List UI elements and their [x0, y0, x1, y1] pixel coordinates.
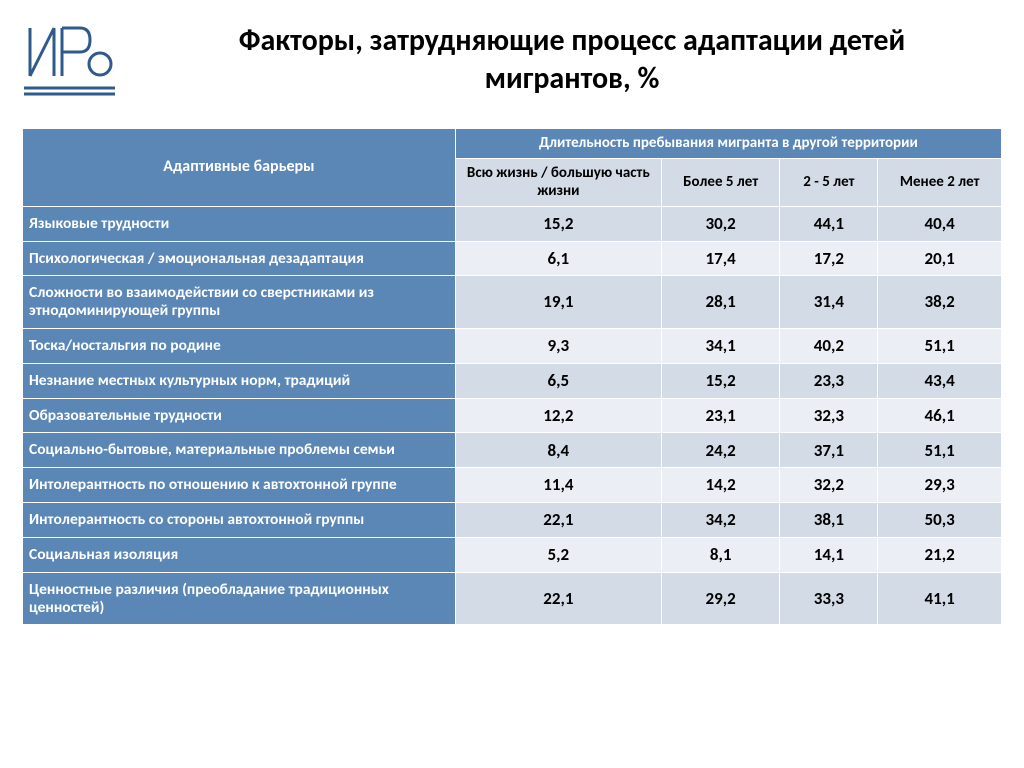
table-row: Сложности во взаимодействии со сверстник…	[23, 276, 1002, 329]
cell-value: 21,2	[878, 537, 1002, 572]
table-row: Языковые трудности15,230,244,140,4	[23, 206, 1002, 241]
cell-value: 22,1	[455, 503, 661, 538]
cell-value: 5,2	[455, 537, 661, 572]
row-label: Психологическая / эмоциональная дезадапт…	[23, 241, 456, 276]
row-label: Языковые трудности	[23, 206, 456, 241]
cell-value: 40,2	[780, 329, 878, 364]
table-row: Образовательные трудности12,223,132,346,…	[23, 398, 1002, 433]
cell-value: 8,1	[661, 537, 780, 572]
cell-value: 32,3	[780, 398, 878, 433]
cell-value: 24,2	[661, 433, 780, 468]
cell-value: 15,2	[455, 206, 661, 241]
cell-value: 23,1	[661, 398, 780, 433]
cell-value: 33,3	[780, 572, 878, 625]
cell-value: 11,4	[455, 468, 661, 503]
cell-value: 17,2	[780, 241, 878, 276]
page-title: Факторы, затрудняющие процесс адаптации …	[200, 22, 944, 97]
table-row: Социально-бытовые, материальные проблемы…	[23, 433, 1002, 468]
table-row: Интолерантность со стороны автохтонной г…	[23, 503, 1002, 538]
cell-value: 37,1	[780, 433, 878, 468]
cell-value: 29,2	[661, 572, 780, 625]
cell-value: 17,4	[661, 241, 780, 276]
subheader-col-1: Более 5 лет	[661, 159, 780, 207]
row-label: Социально-бытовые, материальные проблемы…	[23, 433, 456, 468]
cell-value: 6,5	[455, 363, 661, 398]
cell-value: 9,3	[455, 329, 661, 364]
row-label: Незнание местных культурных норм, традиц…	[23, 363, 456, 398]
cell-value: 41,1	[878, 572, 1002, 625]
row-label: Тоска/ностальгия по родине	[23, 329, 456, 364]
cell-value: 34,2	[661, 503, 780, 538]
logo-icon	[22, 18, 117, 100]
table-row: Психологическая / эмоциональная дезадапт…	[23, 241, 1002, 276]
cell-value: 14,2	[661, 468, 780, 503]
row-label: Ценностные различия (преобладание традиц…	[23, 572, 456, 625]
cell-value: 51,1	[878, 433, 1002, 468]
cell-value: 50,3	[878, 503, 1002, 538]
cell-value: 20,1	[878, 241, 1002, 276]
cell-value: 15,2	[661, 363, 780, 398]
row-label: Образовательные трудности	[23, 398, 456, 433]
cell-value: 28,1	[661, 276, 780, 329]
cell-value: 8,4	[455, 433, 661, 468]
cell-value: 38,1	[780, 503, 878, 538]
header-duration: Длительность пребывания мигранта в друго…	[455, 129, 1001, 159]
cell-value: 12,2	[455, 398, 661, 433]
cell-value: 43,4	[878, 363, 1002, 398]
subheader-col-3: Менее 2 лет	[878, 159, 1002, 207]
cell-value: 34,1	[661, 329, 780, 364]
cell-value: 19,1	[455, 276, 661, 329]
factors-table: Адаптивные барьеры Длительность пребыван…	[22, 128, 1002, 625]
table-row: Незнание местных культурных норм, традиц…	[23, 363, 1002, 398]
row-label: Интолерантность со стороны автохтонной г…	[23, 503, 456, 538]
table-row: Социальная изоляция5,28,114,121,2	[23, 537, 1002, 572]
cell-value: 6,1	[455, 241, 661, 276]
row-label: Сложности во взаимодействии со сверстник…	[23, 276, 456, 329]
row-label: Социальная изоляция	[23, 537, 456, 572]
cell-value: 29,3	[878, 468, 1002, 503]
cell-value: 38,2	[878, 276, 1002, 329]
data-table-container: Адаптивные барьеры Длительность пребыван…	[22, 128, 1002, 625]
cell-value: 30,2	[661, 206, 780, 241]
cell-value: 31,4	[780, 276, 878, 329]
cell-value: 46,1	[878, 398, 1002, 433]
cell-value: 51,1	[878, 329, 1002, 364]
cell-value: 22,1	[455, 572, 661, 625]
table-row: Интолерантность по отношению к автохтонн…	[23, 468, 1002, 503]
cell-value: 32,2	[780, 468, 878, 503]
cell-value: 44,1	[780, 206, 878, 241]
header-barrier: Адаптивные барьеры	[23, 129, 456, 207]
cell-value: 14,1	[780, 537, 878, 572]
subheader-col-0: Всю жизнь / большую часть жизни	[455, 159, 661, 207]
cell-value: 40,4	[878, 206, 1002, 241]
subheader-col-2: 2 - 5 лет	[780, 159, 878, 207]
table-row: Ценностные различия (преобладание традиц…	[23, 572, 1002, 625]
cell-value: 23,3	[780, 363, 878, 398]
row-label: Интолерантность по отношению к автохтонн…	[23, 468, 456, 503]
table-row: Тоска/ностальгия по родине9,334,140,251,…	[23, 329, 1002, 364]
